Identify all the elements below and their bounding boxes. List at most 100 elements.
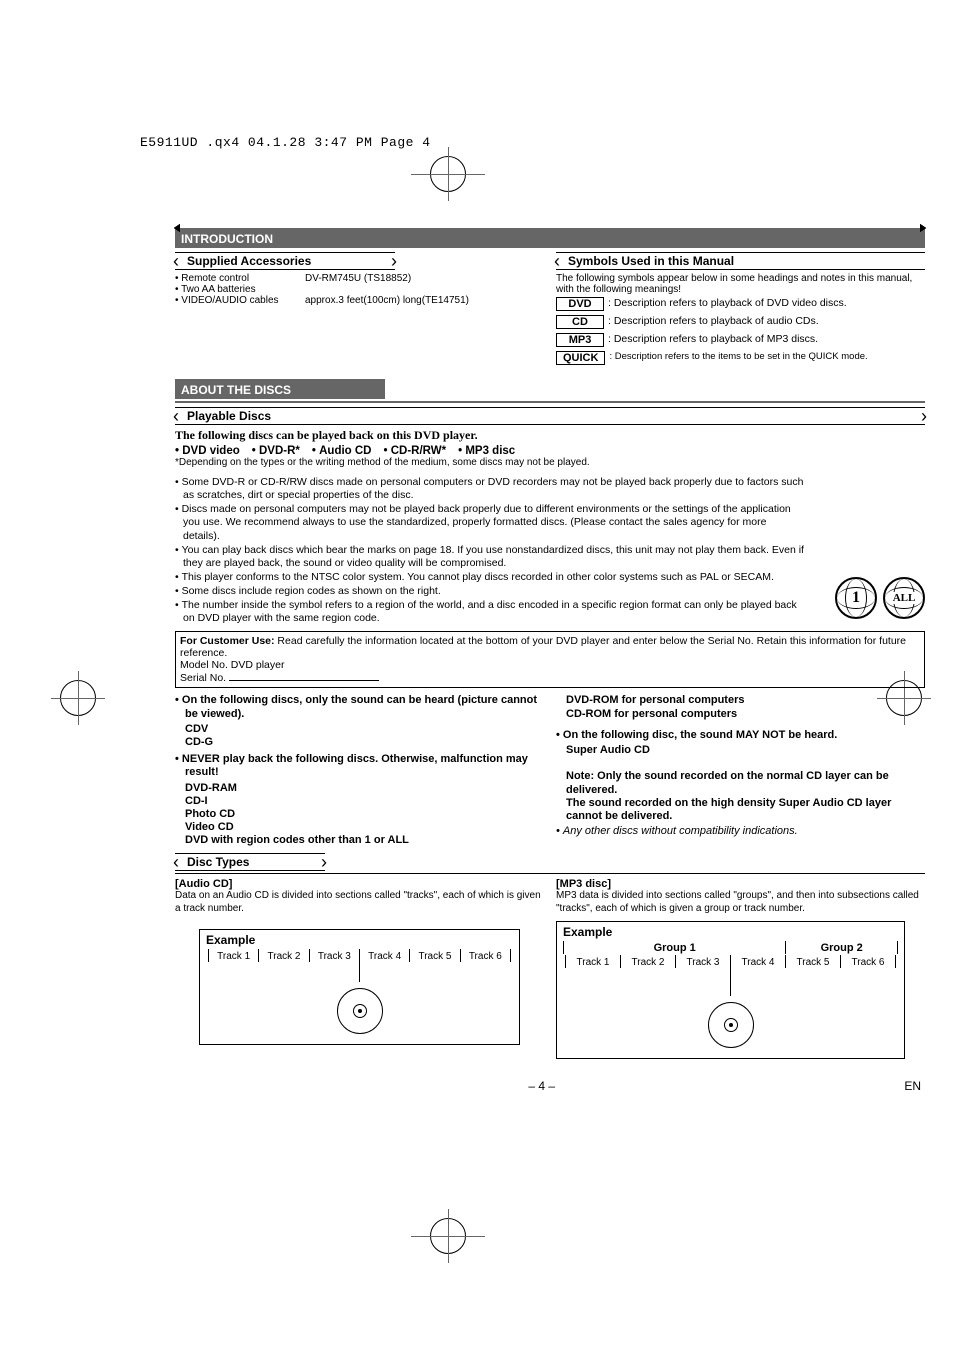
globe-label: 1 <box>850 589 862 607</box>
cd-tag-desc: : Description refers to playback of audi… <box>608 315 925 327</box>
lead-line <box>359 962 360 982</box>
disc-types-row: [Audio CD] Data on an Audio CD is divide… <box>175 878 925 1059</box>
disc-types-heading: Disc Types <box>175 853 325 871</box>
dvd-tag: DVD <box>556 297 604 311</box>
playable-discs-heading: Playable Discs <box>175 407 925 425</box>
mp3-tag: MP3 <box>556 333 604 347</box>
playable-bullet: Some DVD-R or CD-R/RW discs made on pers… <box>175 476 805 502</box>
group-header: Group 1 Group 2 <box>563 941 898 954</box>
sound-only-note: On the following discs, only the sound c… <box>175 694 544 720</box>
track-cell: Track 6 <box>840 955 896 968</box>
never-play-sub: Photo CD <box>175 808 544 821</box>
quick-tag-desc: : Description refers to the items to be … <box>609 351 925 362</box>
never-play-sub: CD-I <box>175 795 544 808</box>
customer-use-text: Read carefully the information located a… <box>180 635 906 659</box>
sacd-note: Note: Only the sound recorded on the nor… <box>556 757 925 823</box>
accessory-label: • VIDEO/AUDIO cables <box>175 295 305 306</box>
disc-format-note: *Depending on the types or the writing m… <box>175 457 925 468</box>
crop-register-left <box>60 680 96 716</box>
track-cell: Track 1 <box>565 955 620 968</box>
lead-line <box>730 968 731 996</box>
symbols-used-heading: Symbols Used in this Manual <box>556 252 925 270</box>
disc-icon <box>708 1002 754 1048</box>
symbol-row: DVD : Description refers to playback of … <box>556 297 925 311</box>
accessory-row: • Two AA batteries <box>175 284 544 295</box>
symbol-row: CD : Description refers to playback of a… <box>556 315 925 329</box>
group1-label: Group 1 <box>563 941 785 954</box>
mp3-disc-body: MP3 data is divided into sections called… <box>556 890 925 915</box>
model-no-line: Model No. DVD player <box>180 659 920 671</box>
mp3-example-box: Example Group 1 Group 2 Track 1 Track 2 … <box>556 921 905 1059</box>
customer-use-box: For Customer Use: Read carefully the inf… <box>175 631 925 688</box>
disc-format: MP3 disc <box>458 445 515 457</box>
playable-bullet: You can play back discs which bear the m… <box>175 544 805 570</box>
introduction-banner: INTRODUCTION <box>175 228 925 248</box>
track-cell: Track 2 <box>258 949 308 962</box>
track-cell: Track 1 <box>208 949 258 962</box>
sacd-sub: Super Audio CD <box>556 744 925 757</box>
never-play-sub: DVD with region codes other than 1 or AL… <box>175 834 544 847</box>
rom-note: DVD-ROM for personal computers <box>556 694 925 707</box>
accessory-label: • Remote control <box>175 273 305 284</box>
note-label: Note: <box>566 770 594 782</box>
track-cell: Track 5 <box>409 949 459 962</box>
dvd-tag-desc: : Description refers to playback of DVD … <box>608 297 925 309</box>
track-cell: Track 3 <box>309 949 359 962</box>
playable-bullet: Discs made on personal computers may not… <box>175 503 805 542</box>
sound-only-sub: CDV <box>175 723 544 736</box>
sound-only-sub: CD-G <box>175 736 544 749</box>
track-cell: Track 2 <box>620 955 675 968</box>
customer-use-label: For Customer Use: <box>180 635 275 647</box>
disc-format: DVD-R* <box>252 445 300 457</box>
symbol-row: MP3 : Description refers to playback of … <box>556 333 925 347</box>
mp3-disc-title: [MP3 disc] <box>556 878 925 890</box>
track-cell: Track 4 <box>730 955 785 968</box>
compat-notes-row: On the following discs, only the sound c… <box>175 694 925 847</box>
group2-label: Group 2 <box>785 941 898 954</box>
page-footer: – 4 – EN <box>175 1079 925 1093</box>
example-label: Example <box>563 925 898 939</box>
may-not-hear-note: On the following disc, the sound MAY NOT… <box>556 729 925 742</box>
symbol-row: QUICK : Description refers to the items … <box>556 351 925 365</box>
disc-format-list: DVD video DVD-R* Audio CD CD-R/RW* MP3 d… <box>175 445 925 457</box>
serial-no-field[interactable] <box>229 671 379 681</box>
track-cell: Track 3 <box>675 955 730 968</box>
audio-cd-body: Data on an Audio CD is divided into sect… <box>175 890 544 915</box>
about-discs-banner: ABOUT THE DISCS <box>175 379 385 399</box>
page-content: INTRODUCTION Supplied Accessories • Remo… <box>175 228 925 1093</box>
note-body: Only the sound recorded on the normal CD… <box>566 770 891 822</box>
disc-types-rule <box>175 873 925 874</box>
region-globe-1: 1 <box>835 577 877 619</box>
playable-lead: The following discs can be played back o… <box>175 428 925 443</box>
playable-bullet: This player conforms to the NTSC color s… <box>175 571 805 584</box>
accessory-detail: approx.3 feet(100cm) long(TE14751) <box>305 295 469 306</box>
accessory-row: • Remote control DV-RM745U (TS18852) <box>175 273 544 284</box>
track-cell: Track 4 <box>359 949 409 962</box>
supplied-accessories-heading: Supplied Accessories <box>175 252 395 270</box>
intro-two-col: Supplied Accessories • Remote control DV… <box>175 252 925 369</box>
audio-example-box: Example Track 1 Track 2 Track 3 Track 4 … <box>199 929 520 1045</box>
serial-no-label: Serial No. <box>180 672 226 684</box>
crop-register-bottom <box>430 1218 466 1254</box>
mp3-tag-desc: : Description refers to playback of MP3 … <box>608 333 925 345</box>
quick-tag: QUICK <box>556 351 605 365</box>
playable-discs-block: Playable Discs The following discs can b… <box>175 407 925 625</box>
page-number: – 4 – <box>179 1079 904 1093</box>
example-label: Example <box>206 933 513 947</box>
disc-format: DVD video <box>175 445 240 457</box>
track-cell: Track 6 <box>460 949 511 962</box>
rom-note: CD-ROM for personal computers <box>556 708 925 721</box>
language-code: EN <box>904 1079 921 1093</box>
region-globes: 1 ALL <box>835 577 925 619</box>
accessory-row: • VIDEO/AUDIO cables approx.3 feet(100cm… <box>175 295 544 306</box>
customer-use-line1: For Customer Use: Read carefully the inf… <box>180 635 920 659</box>
proof-header: E5911UD .qx4 04.1.28 3:47 PM Page 4 <box>140 135 431 150</box>
crop-register-top <box>430 156 466 192</box>
other-discs-note: Any other discs without compatibility in… <box>556 825 925 838</box>
disc-icon <box>337 988 383 1034</box>
cd-tag: CD <box>556 315 604 329</box>
globe-label: ALL <box>891 592 918 604</box>
playable-bullet: Some discs include region codes as shown… <box>175 585 805 598</box>
audio-tracks-row: Track 1 Track 2 Track 3 Track 4 Track 5 … <box>206 949 513 962</box>
disc-format: Audio CD <box>312 445 372 457</box>
